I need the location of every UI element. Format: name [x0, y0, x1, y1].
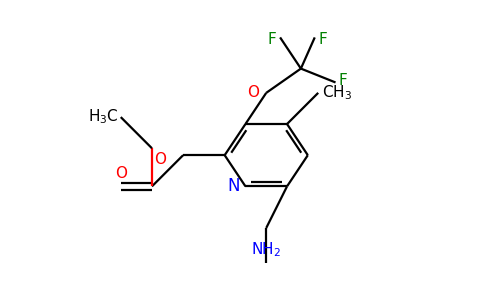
Text: F: F — [318, 32, 327, 47]
Text: F: F — [339, 73, 348, 88]
Text: NH$_2$: NH$_2$ — [251, 240, 281, 259]
Text: H$_3$C: H$_3$C — [89, 108, 119, 126]
Text: O: O — [153, 152, 166, 167]
Text: F: F — [268, 32, 277, 47]
Text: CH$_3$: CH$_3$ — [322, 83, 352, 102]
Text: O: O — [115, 166, 127, 181]
Text: N: N — [228, 177, 240, 195]
Text: O: O — [247, 85, 259, 100]
